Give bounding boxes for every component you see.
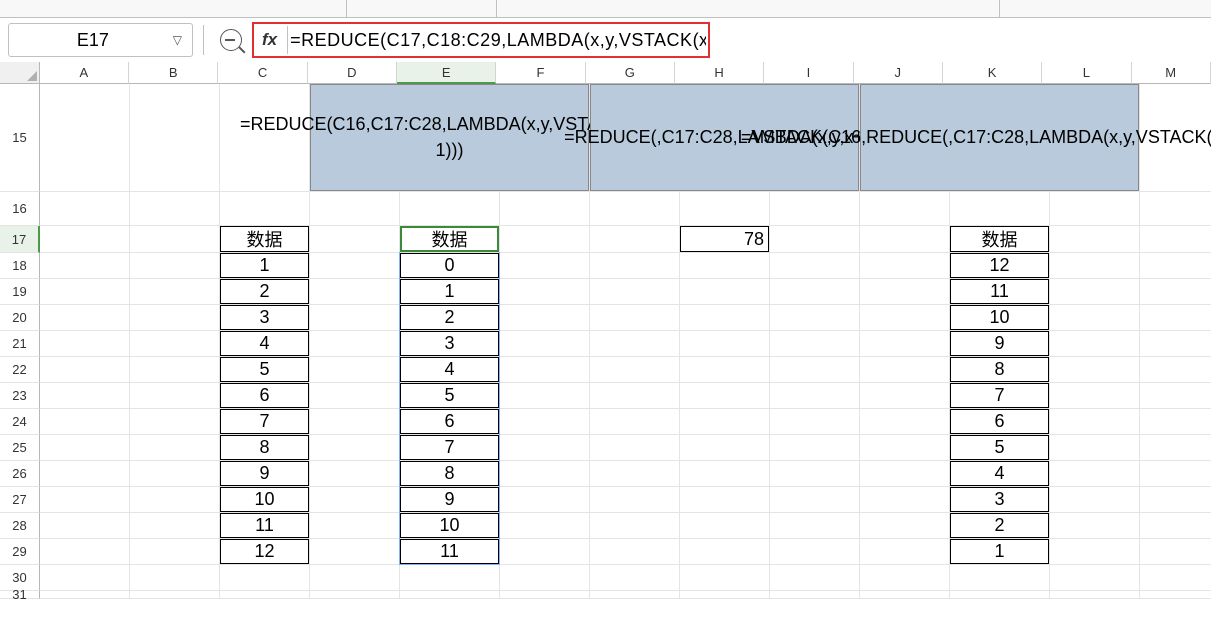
data-cell[interactable]: 0	[400, 253, 499, 278]
row-header[interactable]: 28	[0, 513, 40, 539]
data-cell[interactable]: 5	[950, 435, 1049, 460]
column-header[interactable]: D	[308, 62, 397, 84]
data-cell[interactable]: 2	[400, 305, 499, 330]
column-header[interactable]: I	[764, 62, 853, 84]
data-cell[interactable]: 7	[220, 409, 309, 434]
data-cell[interactable]: 1	[220, 253, 309, 278]
data-cell[interactable]: 2	[950, 513, 1049, 538]
column-header[interactable]: A	[40, 62, 129, 84]
data-header-cell[interactable]: 数据	[950, 226, 1049, 252]
data-cell[interactable]: 11	[950, 279, 1049, 304]
column-header[interactable]: M	[1132, 62, 1211, 84]
formula-row: E17 ▽ fx	[0, 18, 1211, 62]
column-header[interactable]: L	[1042, 62, 1131, 84]
zoom-out-icon[interactable]	[220, 29, 242, 51]
data-cell[interactable]: 10	[950, 305, 1049, 330]
data-cell[interactable]: 3	[220, 305, 309, 330]
name-box-value: E17	[19, 30, 167, 51]
row-header[interactable]: 18	[0, 253, 40, 279]
data-cell[interactable]: 6	[950, 409, 1049, 434]
row-header[interactable]: 20	[0, 305, 40, 331]
chevron-down-icon: ▽	[173, 33, 182, 47]
spreadsheet: ABCDEFGHIJKLM 15161718192021222324252627…	[0, 62, 1211, 599]
grid[interactable]: =REDUCE(C16,C17:C28,LAMBDA(x,y,VSTACK(x,…	[40, 84, 1211, 599]
data-cell[interactable]: 5	[220, 357, 309, 382]
toolbar-segment	[497, 0, 1000, 17]
column-header[interactable]: H	[675, 62, 764, 84]
divider	[203, 25, 204, 55]
column-headers: ABCDEFGHIJKLM	[0, 62, 1211, 84]
row-header[interactable]: 27	[0, 487, 40, 513]
data-cell[interactable]: 10	[220, 487, 309, 512]
fx-label: fx	[254, 30, 287, 50]
data-cell[interactable]: 12	[220, 539, 309, 564]
column-header[interactable]: B	[129, 62, 218, 84]
column-header[interactable]: F	[496, 62, 585, 84]
select-all-triangle[interactable]	[0, 62, 40, 84]
data-cell[interactable]: 6	[400, 409, 499, 434]
data-cell[interactable]: 7	[400, 435, 499, 460]
data-cell[interactable]: 8	[220, 435, 309, 460]
column-header[interactable]: J	[854, 62, 943, 84]
data-cell[interactable]: 10	[400, 513, 499, 538]
toolbar-segment	[0, 0, 347, 17]
data-cell[interactable]: 3	[950, 487, 1049, 512]
data-cell[interactable]: 9	[220, 461, 309, 486]
toolbar-segment	[347, 0, 497, 17]
formula-header-cell[interactable]: =VSTACK(C16,REDUCE(,C17:C28,LAMBDA(x,y,V…	[860, 84, 1139, 191]
row-header[interactable]: 19	[0, 279, 40, 305]
formula-header-cell[interactable]: =REDUCE(C16,C17:C28,LAMBDA(x,y,VSTACK(x,…	[310, 84, 589, 191]
name-box[interactable]: E17 ▽	[8, 23, 193, 57]
row-header[interactable]: 15	[0, 84, 40, 192]
top-toolbar	[0, 0, 1211, 18]
row-header[interactable]: 22	[0, 357, 40, 383]
row-header[interactable]: 17	[0, 226, 40, 253]
data-cell[interactable]: 11	[220, 513, 309, 538]
row-header[interactable]: 24	[0, 409, 40, 435]
row-header[interactable]: 16	[0, 192, 40, 226]
column-header[interactable]: E	[397, 62, 496, 84]
row-header[interactable]: 31	[0, 591, 40, 599]
formula-bar-highlight: fx	[252, 22, 710, 58]
data-header-cell[interactable]: 数据	[400, 226, 499, 252]
data-cell[interactable]: 4	[220, 331, 309, 356]
data-cell[interactable]: 12	[950, 253, 1049, 278]
row-header[interactable]: 25	[0, 435, 40, 461]
row-header[interactable]: 23	[0, 383, 40, 409]
data-cell[interactable]: 4	[400, 357, 499, 382]
formula-input[interactable]	[288, 29, 708, 52]
row-header[interactable]: 29	[0, 539, 40, 565]
data-cell[interactable]: 78	[680, 226, 769, 252]
data-cell[interactable]: 1	[400, 279, 499, 304]
row-headers: 1516171819202122232425262728293031	[0, 84, 40, 599]
data-cell[interactable]: 9	[950, 331, 1049, 356]
row-header[interactable]: 26	[0, 461, 40, 487]
data-cell[interactable]: 9	[400, 487, 499, 512]
data-cell[interactable]: 7	[950, 383, 1049, 408]
data-cell[interactable]: 8	[400, 461, 499, 486]
row-header[interactable]: 21	[0, 331, 40, 357]
data-cell[interactable]: 5	[400, 383, 499, 408]
data-cell[interactable]: 2	[220, 279, 309, 304]
data-header-cell[interactable]: 数据	[220, 226, 309, 252]
column-header[interactable]: G	[586, 62, 675, 84]
column-header[interactable]: C	[218, 62, 307, 84]
data-cell[interactable]: 3	[400, 331, 499, 356]
data-cell[interactable]: 6	[220, 383, 309, 408]
data-cell[interactable]: 11	[400, 539, 499, 564]
data-cell[interactable]: 8	[950, 357, 1049, 382]
data-cell[interactable]: 4	[950, 461, 1049, 486]
column-header[interactable]: K	[943, 62, 1042, 84]
data-cell[interactable]: 1	[950, 539, 1049, 564]
